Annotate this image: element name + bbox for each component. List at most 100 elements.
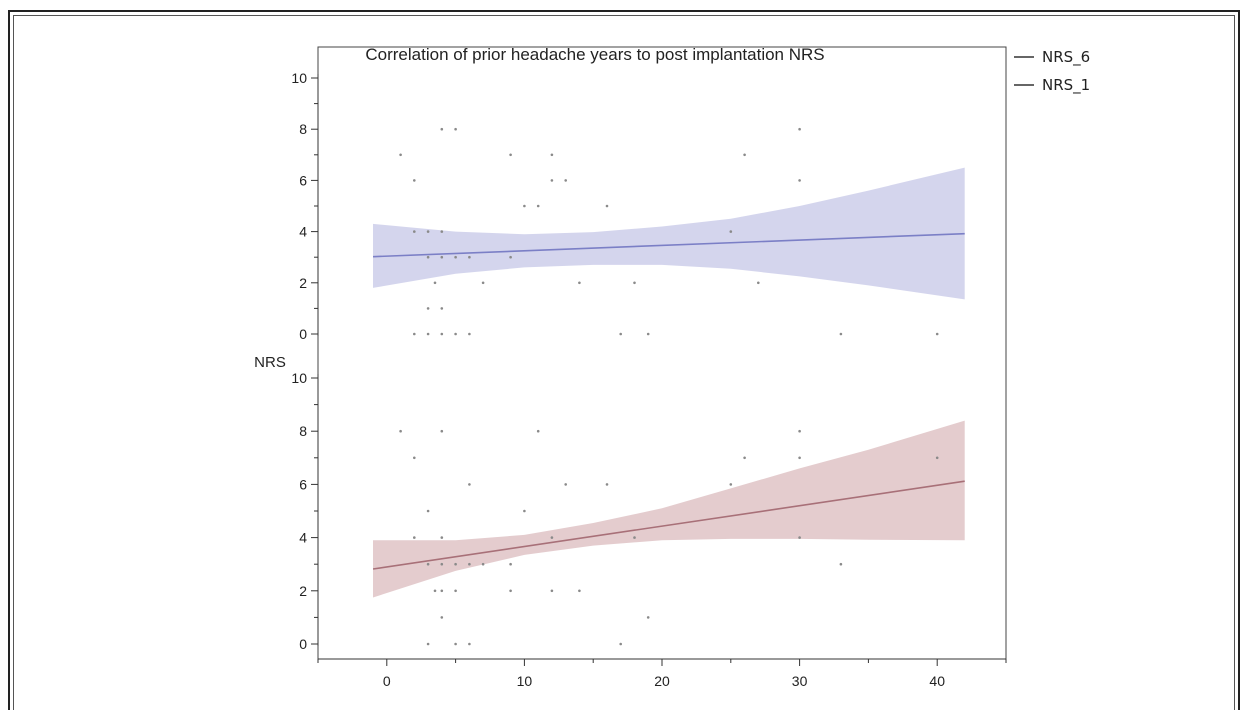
data-point: [413, 536, 416, 539]
data-point: [426, 332, 430, 336]
data-point: [413, 332, 416, 336]
y-tick-label: 0: [299, 326, 307, 342]
y-tick-label: 8: [299, 121, 307, 137]
data-point: [433, 589, 437, 593]
data-point: [935, 456, 939, 460]
data-point: [729, 483, 733, 486]
data-point: [798, 536, 801, 539]
data-point: [564, 179, 567, 182]
x-tick-label: 0: [383, 673, 391, 689]
data-point: [646, 332, 650, 336]
data-point: [481, 562, 485, 566]
data-point: [564, 483, 567, 486]
data-point: [440, 562, 444, 566]
data-point: [729, 230, 733, 233]
data-point: [454, 562, 457, 566]
data-point: [550, 179, 554, 182]
data-point: [399, 153, 402, 157]
data-point: [798, 179, 801, 182]
y-tick-label: 10: [291, 70, 307, 86]
data-point: [440, 589, 444, 593]
data-point: [468, 332, 471, 336]
data-point: [536, 429, 540, 433]
y-tick-label: 0: [299, 636, 307, 652]
panels: 0 2 4 6 8 10 0 2 4 6 8 10: [291, 70, 965, 652]
data-point: [440, 255, 444, 259]
data-point: [399, 429, 402, 433]
x-axis: 0 10 20 30 40: [317, 658, 1007, 689]
data-point: [440, 230, 444, 233]
data-point: [798, 127, 801, 131]
data-point: [468, 562, 471, 566]
data-point: [440, 536, 444, 539]
data-point: [633, 536, 636, 539]
data-point: [935, 332, 939, 336]
data-point: [433, 281, 437, 285]
data-point: [440, 307, 444, 310]
data-point: [440, 616, 444, 619]
x-tick-label: 30: [792, 673, 808, 689]
data-point: [509, 589, 512, 593]
data-point: [578, 281, 581, 285]
data-point: [468, 642, 471, 646]
data-point: [413, 179, 416, 182]
data-point: [743, 456, 746, 460]
data-point: [426, 509, 430, 513]
data-point: [426, 562, 430, 566]
data-point: [578, 589, 581, 593]
data-point: [536, 204, 540, 208]
y-tick-label: 2: [299, 275, 307, 291]
data-point: [619, 642, 622, 646]
y-axis-label: NRS: [254, 354, 286, 371]
data-point: [605, 204, 609, 208]
data-point: [413, 230, 416, 233]
y-tick-label: 4: [299, 224, 307, 240]
confidence-band: [373, 420, 965, 598]
regression-line: [373, 232, 965, 258]
y-tick-label: 6: [299, 172, 307, 188]
data-point: [440, 332, 444, 336]
panel-nrs-1: 0 2 4 6 8 10: [291, 370, 965, 652]
data-point: [798, 429, 801, 433]
regression-line: [372, 480, 965, 570]
legend-label: NRS_1: [1042, 76, 1090, 95]
data-point: [523, 509, 526, 513]
data-point: [619, 332, 622, 336]
data-point: [550, 536, 554, 539]
data-point: [468, 483, 471, 486]
data-point: [468, 255, 471, 259]
x-tick-label: 40: [929, 673, 945, 689]
chart-title: Correlation of prior headache years to p…: [365, 45, 824, 64]
panel-nrs-6: 0 2 4 6 8 10: [291, 70, 965, 342]
data-point: [523, 204, 526, 208]
data-point: [798, 456, 801, 460]
y-tick-label: 6: [299, 476, 307, 492]
data-point: [839, 562, 843, 566]
data-point: [605, 483, 609, 486]
legend-label: NRS_6: [1042, 48, 1090, 67]
data-point: [454, 332, 457, 336]
data-point: [550, 589, 554, 593]
data-point: [426, 642, 430, 646]
y-tick-label: 2: [299, 583, 307, 599]
figure-frame: [8, 10, 1240, 710]
data-point: [839, 332, 843, 336]
data-point: [509, 562, 512, 566]
data-point: [633, 281, 636, 285]
y-tick-label: 10: [291, 370, 307, 386]
data-point: [509, 255, 512, 259]
data-point: [757, 281, 760, 285]
data-point: [454, 127, 457, 131]
confidence-band: [373, 167, 965, 300]
y-tick-label: 8: [299, 423, 307, 439]
y-tick-label: 4: [299, 530, 307, 546]
x-tick-label: 10: [517, 673, 533, 689]
data-point: [413, 456, 416, 460]
data-point: [550, 153, 554, 157]
figure-inner-border: [13, 15, 1235, 710]
data-point: [454, 589, 457, 593]
data-point: [440, 127, 444, 131]
data-point: [646, 616, 650, 619]
data-point: [454, 255, 457, 259]
